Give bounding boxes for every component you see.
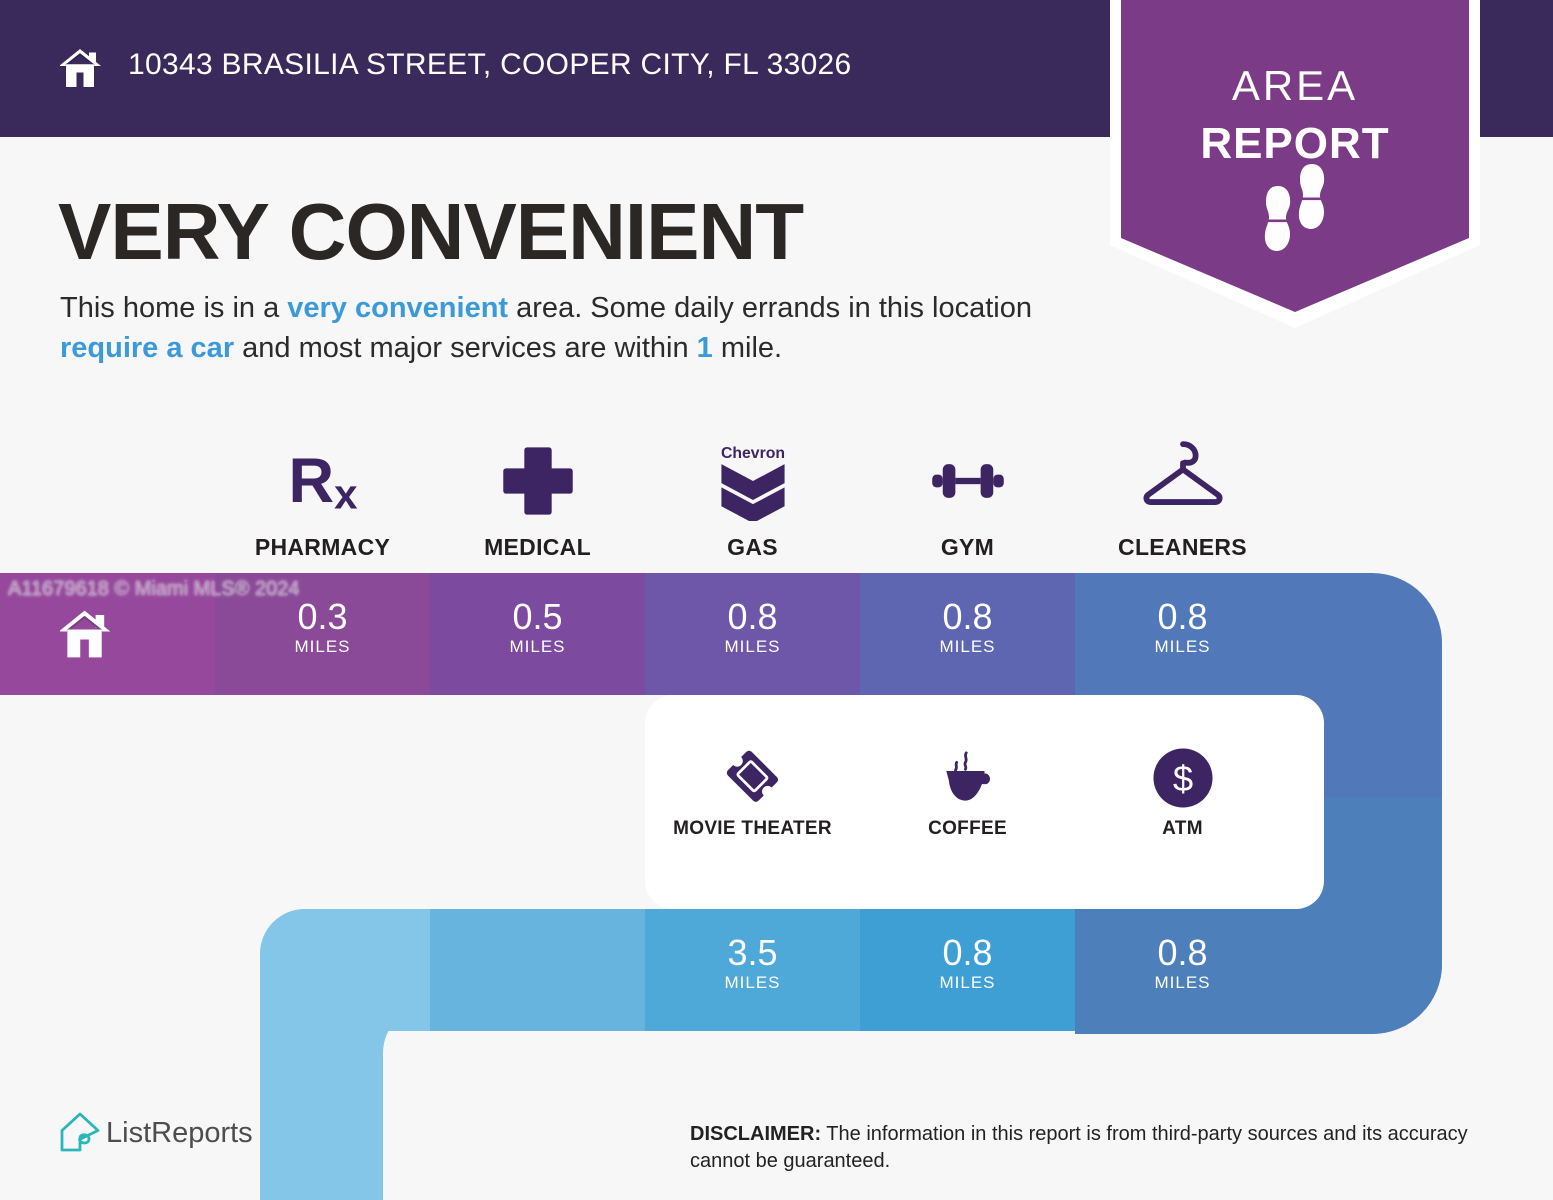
- svg-text:$: $: [1172, 758, 1192, 799]
